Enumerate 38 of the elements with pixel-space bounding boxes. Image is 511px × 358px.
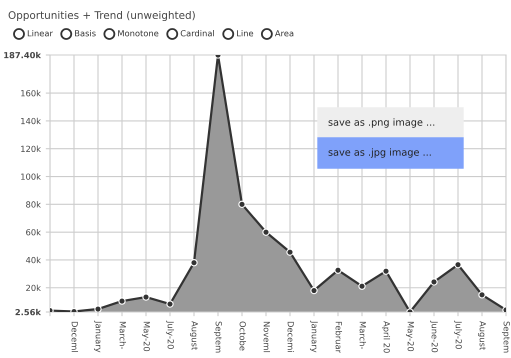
- annotation: save as .jpg image ...: [328, 148, 431, 158]
- x-tick-label: March-: [120, 322, 126, 350]
- x-tick-label: January: [310, 320, 318, 352]
- y-tick-label: 60k: [26, 228, 41, 236]
- y-tick-label: 80k: [26, 201, 41, 208]
- x-tick-label: Octobe: [240, 321, 246, 351]
- text: Basis: [75, 30, 96, 36]
- y-tick-label: 2.56k: [16, 308, 42, 316]
- text: Area: [274, 30, 294, 36]
- x-tick-label: Septem: [214, 322, 222, 353]
- x-tick-label: Septem: [502, 322, 510, 353]
- annotation: save as .png image ...: [328, 118, 434, 128]
- x-tick-label: Deceml: [72, 322, 78, 352]
- x-tick-label: July-20: [454, 320, 462, 349]
- y-tick-label: 140k: [21, 118, 41, 124]
- y-tick-label: 120k: [21, 146, 41, 152]
- text: Line: [237, 30, 254, 36]
- x-tick-label: Februar: [336, 322, 342, 354]
- y-tick-label: 40k: [26, 256, 41, 264]
- x-tick-label: May-20: [142, 322, 150, 352]
- x-tick-label: April 20: [382, 321, 390, 353]
- x-tick-label: July-20: [166, 320, 174, 349]
- text: Monotone: [118, 30, 158, 36]
- x-tick-label: June-20: [430, 320, 438, 352]
- x-tick-label: Decemi: [288, 322, 294, 352]
- x-tick-label: Noveml: [264, 322, 270, 352]
- x-tick-label: January: [94, 320, 102, 352]
- x-tick-label: August: [190, 321, 198, 350]
- y-tick-label: 100k: [21, 173, 41, 180]
- text: Cardinal: [180, 30, 214, 36]
- x-tick-label: August: [478, 321, 486, 350]
- text: Linear: [28, 30, 53, 36]
- y-tick-label: 20k: [26, 284, 41, 292]
- x-tick-label: March-: [360, 322, 366, 350]
- chart-title: Opportunities + Trend (unweighted): [8, 10, 195, 22]
- y-tick-label: 187.40k: [4, 52, 42, 58]
- y-tick-label: 160k: [21, 90, 41, 96]
- x-tick-label: May-20: [406, 322, 414, 352]
